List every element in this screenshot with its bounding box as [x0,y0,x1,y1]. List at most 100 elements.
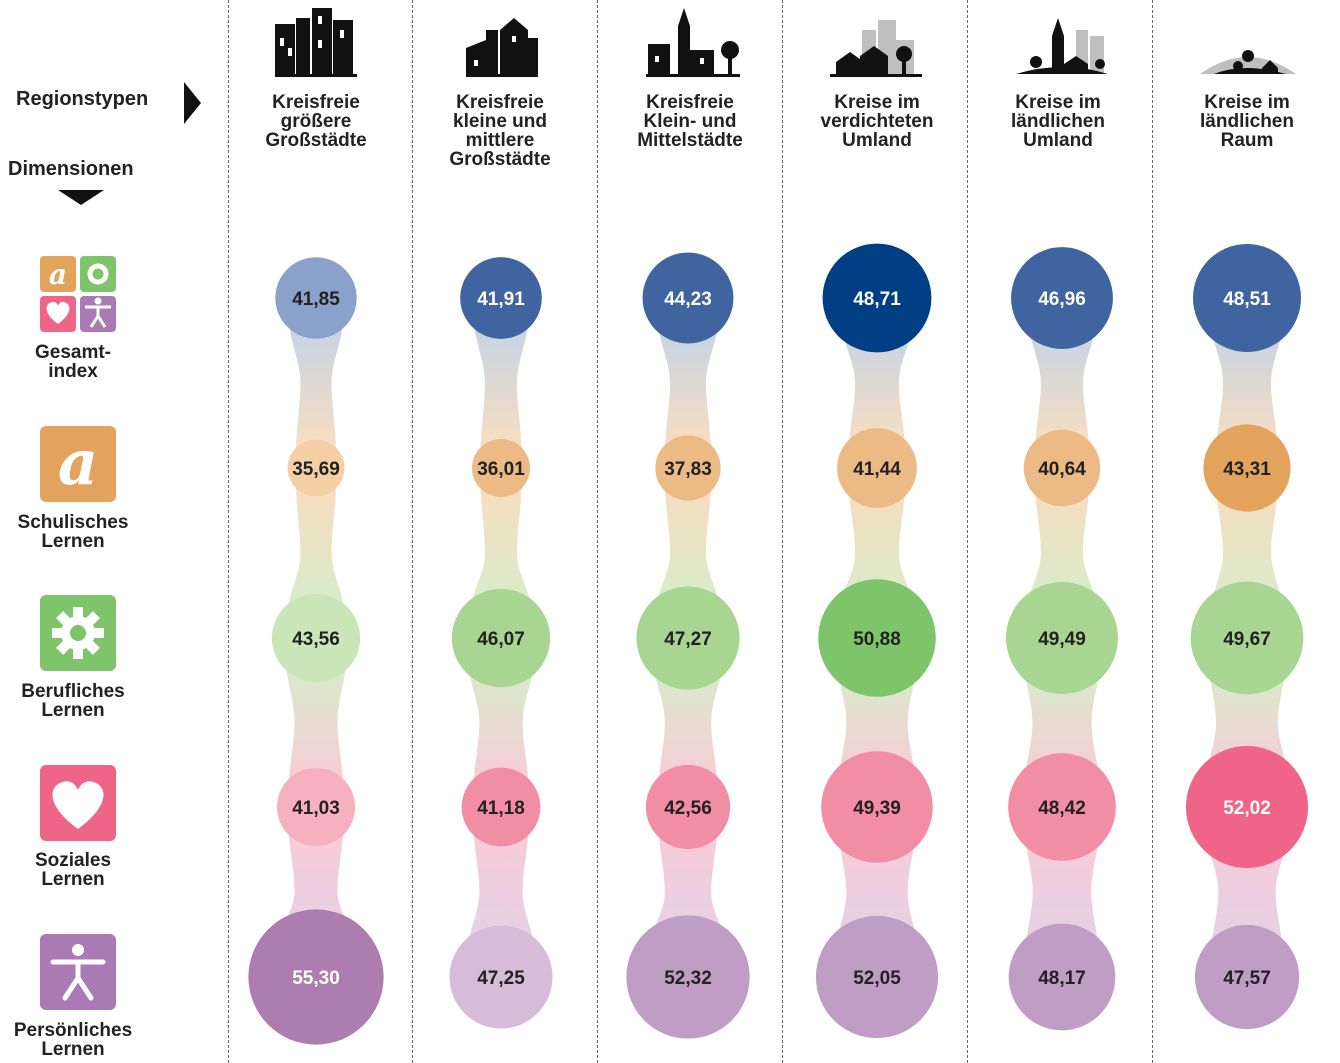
data-label-4-3: 52,05 [853,968,901,989]
region-header-4: Kreise im ländlichen Umland [1011,92,1105,151]
bubble-0-5 [1192,243,1302,353]
data-label-0-0: 41,85 [292,289,340,310]
connector-band [286,298,346,468]
region-header-0: Kreisfreie größere Großstädte [265,92,367,151]
rural-village-icon [1200,50,1296,74]
data-label-0-3: 48,71 [853,289,901,310]
bubble-4-1 [449,925,553,1029]
column-divider [1152,0,1153,1063]
column-divider [597,0,598,1063]
data-label-3-4: 48,42 [1038,798,1086,819]
data-label-3-2: 42,56 [664,798,712,819]
bubble-2-4 [1006,582,1118,694]
region-header-3: Kreise im verdichteten Umland [820,92,934,151]
large-city-skyline-icon [275,8,357,77]
bubble-2-5 [1190,581,1304,695]
small-town-icon [646,8,740,77]
data-label-4-5: 47,57 [1223,968,1271,989]
column-divider [967,0,968,1063]
connectors-layer [267,298,1291,977]
rural-suburb-icon [1016,18,1108,74]
mid-city-skyline-icon [466,18,538,77]
bubbles-layer: 41,85 41,91 44,23 48,71 46,96 48,51 35,69 36,01… [248,243,1309,1045]
data-label-1-0: 35,69 [292,459,340,480]
connector-band [284,638,348,807]
gear-icon [40,595,116,671]
data-label-1-2: 37,83 [664,459,712,480]
dense-suburb-icon [830,20,922,77]
bubble-3-0 [276,767,356,847]
bubble-3-1 [461,767,541,847]
bubble-2-1 [451,588,551,688]
data-label-2-2: 47,27 [664,629,712,650]
arrow-right-icon [184,82,201,124]
data-label-1-4: 40,64 [1038,459,1086,480]
bubble-2-0 [271,593,361,683]
bubble-1-0 [287,439,345,497]
icons-layer [275,8,1296,77]
data-label-3-0: 41,03 [292,798,340,819]
bubble-2-3 [818,579,936,697]
data-label-4-0: 55,30 [292,968,340,989]
bubble-3-3 [821,751,933,863]
column-divider [228,0,229,1063]
data-label-2-0: 43,56 [292,629,340,650]
bubble-4-5 [1194,924,1300,1030]
data-label-0-5: 48,51 [1223,289,1271,310]
region-header-2: Kreisfreie Klein- und Mittelstädte [637,92,743,151]
data-label-2-1: 46,07 [477,629,525,650]
bubble-1-4 [1023,429,1101,507]
column-divider [782,0,783,1063]
bubble-2-2 [636,586,740,690]
data-label-1-3: 41,44 [853,459,901,480]
data-label-3-3: 49,39 [853,798,901,819]
connector-band [655,298,721,468]
dimension-label-4: Persönliches Lernen [13,1020,133,1060]
bubble-0-0 [275,257,357,339]
bubble-4-3 [815,915,939,1039]
regions-label: Regionstypen [16,88,149,110]
bubble-0-3 [822,243,932,353]
bubble-1-2 [655,435,721,501]
data-label-0-1: 41,91 [477,289,525,310]
connector-band [284,468,348,638]
arrow-down-icon [58,190,104,205]
column-divider [412,0,413,1063]
connector-band [471,298,531,468]
region-header-1: Kreisfreie kleine und mittlere Großstädte [449,92,551,170]
letter-a-icon: a [40,426,116,502]
bubble-4-0 [248,909,384,1045]
data-label-3-1: 41,18 [477,798,525,819]
bubble-4-2 [626,915,750,1039]
region-header-5: Kreise im ländlichen Raum [1200,92,1294,151]
bubble-4-4 [1008,923,1116,1031]
dimension-label-1: Schulisches Lernen [17,512,129,552]
bubble-0-1 [460,257,542,339]
data-label-2-4: 49,49 [1038,629,1086,650]
dimension-label-3: Soziales Lernen [34,850,112,890]
heart-icon [40,765,116,841]
person-icon [40,934,116,1010]
data-label-3-5: 52,02 [1223,798,1271,819]
data-label-2-3: 50,88 [853,629,901,650]
bubble-1-5 [1203,424,1291,512]
bubble-0-2 [642,252,734,344]
bubble-0-4 [1011,247,1113,349]
svg-text:a: a [49,258,67,291]
data-label-1-5: 43,31 [1223,459,1271,480]
dimensions-label: Dimensionen [8,158,134,180]
data-label-4-2: 52,32 [664,968,712,989]
svg-text:a: a [58,426,98,499]
bubble-3-5 [1185,745,1309,869]
dimension-label-0: Gesamt-index [34,342,112,382]
data-label-2-5: 49,67 [1223,629,1271,650]
data-label-0-2: 44,23 [664,289,712,310]
data-label-1-1: 36,01 [477,459,525,480]
composite-index-icon: a [40,256,116,332]
bubble-1-1 [471,438,531,498]
dimension-label-2: Berufliches Lernen [21,681,125,721]
bubble-3-4 [1008,753,1116,861]
data-label-0-4: 46,96 [1038,289,1086,310]
